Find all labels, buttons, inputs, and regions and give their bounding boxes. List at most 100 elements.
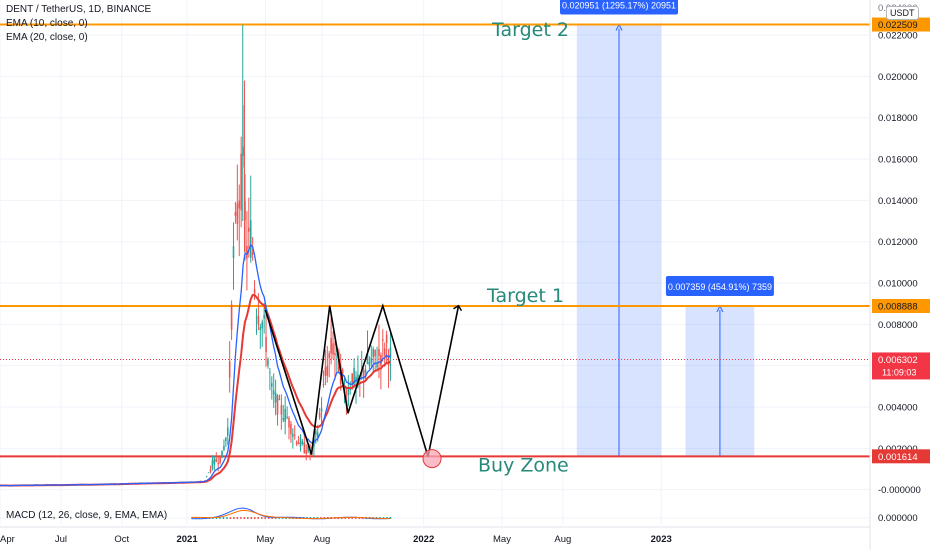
- axis-tick-label: 0.018000: [878, 113, 918, 124]
- candle-body: [232, 246, 235, 259]
- candle-body: [217, 462, 219, 464]
- time-tick-label: May: [493, 534, 511, 545]
- macd-hist-bar: [264, 517, 266, 519]
- candle-body: [370, 357, 373, 363]
- candle-body: [389, 347, 392, 358]
- axis-tick-label: 0.020000: [878, 72, 918, 83]
- time-tick-label: Aug: [554, 534, 571, 545]
- candle-body: [223, 445, 225, 450]
- candle-body: [368, 362, 371, 366]
- candle-body: [253, 289, 256, 294]
- macd-hist-bar: [233, 517, 235, 519]
- macd-hist-bar: [351, 517, 353, 519]
- macd-hist-bar: [386, 517, 388, 519]
- candle-body: [240, 153, 242, 211]
- macd-hist-bar: [250, 517, 253, 519]
- pattern-drawing[interactable]: [264, 303, 463, 469]
- time-tick-label: Jul: [55, 534, 67, 545]
- axis-tick-label: 0.004000: [878, 403, 918, 414]
- macd-hist-bar: [215, 517, 218, 519]
- candle-body: [236, 203, 239, 224]
- candle-body: [322, 384, 325, 386]
- candle-body: [383, 348, 386, 356]
- macd-hist-bar: [389, 517, 392, 519]
- macd-hist-bar: [278, 517, 280, 519]
- candle-body: [263, 314, 265, 319]
- candle-body: [305, 450, 308, 454]
- candle-body: [228, 361, 231, 378]
- candle-body: [293, 434, 296, 436]
- candle-body: [290, 423, 292, 435]
- candle-body: [303, 442, 306, 453]
- axis-tick-label: 0.008000: [878, 320, 918, 331]
- candle-body: [213, 457, 216, 465]
- time-tick-label: Apr: [0, 534, 15, 545]
- macd-axis-label: 0.000000: [878, 513, 918, 524]
- macd-hist-bar: [344, 517, 347, 519]
- time-tick-label: May: [256, 534, 274, 545]
- candle-body: [318, 412, 321, 418]
- candle-body: [259, 326, 262, 331]
- measure-label-bg: [665, 276, 774, 297]
- level-price-tag: [872, 299, 930, 314]
- candle-body: [203, 480, 206, 482]
- candle-body: [347, 388, 350, 396]
- level-price-tag: [872, 449, 930, 464]
- macd-hist-bar: [382, 517, 385, 519]
- macd-hist-bar: [274, 517, 277, 519]
- axis-tick-label: 0.022000: [878, 31, 918, 42]
- buyzone-label: Buy Zone: [478, 454, 569, 476]
- candle-body: [219, 456, 221, 463]
- candle-body: [267, 359, 269, 366]
- time-axis[interactable]: Apr Jul Oct 2021 May Aug 2022 May Aug 2023: [0, 526, 870, 545]
- time-tick-label: 2023: [651, 534, 672, 545]
- candle-body: [349, 389, 352, 390]
- target1-label: Target 1: [486, 285, 564, 307]
- macd-hist-bar: [191, 517, 193, 519]
- candle-body: [230, 304, 233, 330]
- candle-body: [295, 441, 298, 445]
- time-tick-label: 2022: [413, 534, 434, 545]
- macd-hist-bar: [247, 517, 249, 519]
- candle-body: [316, 432, 319, 438]
- currency-badge[interactable]: USDT: [886, 6, 919, 20]
- candle-body: [351, 373, 353, 386]
- measure-label-bg: [560, 0, 679, 15]
- macd-legend: MACD (12, 26, close, 9, EMA, EMA): [6, 510, 168, 521]
- measure-label: 0.020951 (1295.17%) 20951: [562, 1, 676, 11]
- candle-body: [278, 399, 281, 400]
- level-price-tag: [872, 17, 930, 32]
- level-price-label: 0.008888: [878, 302, 918, 313]
- level-price-label: 0.022509: [878, 20, 918, 31]
- candle-body: [251, 253, 254, 255]
- candle-body: [362, 370, 365, 378]
- macd-hist-bar: [243, 517, 246, 519]
- candle-body: [215, 459, 218, 462]
- candles: [0, 24, 392, 487]
- candle-body: [265, 336, 267, 352]
- symbol-title: DENT / TetherUS, 1D, BINANCE: [6, 4, 152, 15]
- candle-body: [299, 438, 302, 447]
- candle-body: [207, 472, 210, 474]
- candle-body: [234, 212, 237, 216]
- macd-hist-bar: [236, 517, 239, 519]
- time-tick-label: Aug: [313, 534, 330, 545]
- candle-body: [382, 339, 384, 341]
- candle-body: [292, 433, 294, 437]
- measure-zones: 0.020951 (1295.17%) 20951 0.007359 (454.9…: [560, 0, 774, 457]
- candle-body: [248, 227, 250, 232]
- macd-hist-bar: [198, 517, 200, 519]
- macd-hist-bar: [309, 517, 312, 519]
- macd-hist-bar: [348, 517, 350, 519]
- candle-body: [330, 338, 332, 354]
- price-axis[interactable]: 0.0240000.0220000.0200000.0180000.016000…: [869, 0, 932, 550]
- candle-body: [226, 427, 229, 436]
- target2-label: Target 2: [491, 19, 569, 41]
- candle-body: [274, 392, 277, 403]
- candle-body: [328, 353, 331, 358]
- text-annotations[interactable]: Target 2 Target 1 Buy Zone: [478, 19, 569, 477]
- candle-body: [288, 418, 290, 428]
- macd-hist-bar: [226, 517, 228, 519]
- candle-body: [211, 460, 214, 469]
